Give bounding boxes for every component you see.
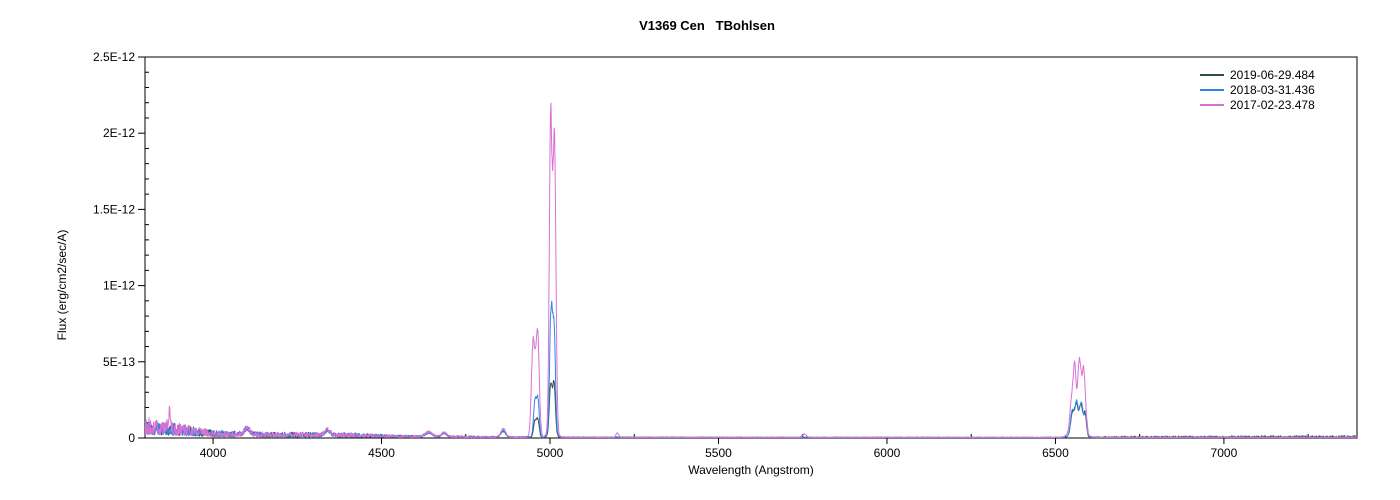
x-tick-label: 7000 <box>1211 446 1238 460</box>
legend-item: 2017-02-23.478 <box>1200 98 1315 112</box>
x-tick-label: 4000 <box>200 446 227 460</box>
y-tick-label: 5E-13 <box>103 355 135 369</box>
legend-item: 2019-06-29.484 <box>1200 68 1315 82</box>
legend-label: 2018-03-31.436 <box>1230 83 1315 97</box>
x-tick-label: 5000 <box>537 446 564 460</box>
legend-item: 2018-03-31.436 <box>1200 83 1315 97</box>
legend-label: 2019-06-29.484 <box>1230 68 1315 82</box>
y-tick-label: 1.5E-12 <box>93 202 135 216</box>
y-tick-label: 1E-12 <box>103 279 135 293</box>
series-line-2017-02-23.478 <box>145 102 1357 438</box>
chart-title: V1369 Cen TBohlsen <box>639 18 775 33</box>
y-tick-label: 2.5E-12 <box>93 50 135 64</box>
series-line-2018-03-31.436 <box>145 300 1357 438</box>
y-axis-title: Flux (erg/cm2/sec/A) <box>55 229 69 341</box>
x-tick-label: 6500 <box>1042 446 1069 460</box>
x-tick-label: 6000 <box>874 446 901 460</box>
x-tick-label: 5500 <box>705 446 732 460</box>
x-tick-label: 4500 <box>368 446 395 460</box>
y-tick-label: 0 <box>128 431 135 445</box>
plot-frame <box>144 56 1358 439</box>
y-tick-label: 2E-12 <box>103 126 135 140</box>
x-axis-title: Wavelength (Angstrom) <box>688 463 814 477</box>
legend-label: 2017-02-23.478 <box>1230 98 1315 112</box>
